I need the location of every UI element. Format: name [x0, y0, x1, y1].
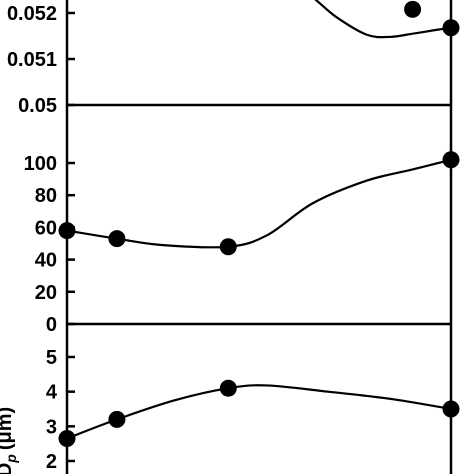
panel-bottom: 5 4 3 2 — [46, 324, 460, 474]
y-axis-title-bottom-panel: Dp (μm) — [0, 407, 19, 474]
y-tick-label: 0 — [46, 314, 57, 336]
series-line-middle — [66, 158, 452, 249]
data-point — [404, 0, 422, 18]
chart-panels: 0.052 0.051 0.05 100 80 60 40 20 0 5 4 3 2 — [7, 0, 460, 474]
y-tick-label: 2 — [46, 451, 57, 473]
y-axis-title-unit: (μm) — [0, 407, 16, 450]
y-tick-label: 3 — [46, 416, 57, 438]
y-axis-title-main: D — [0, 463, 16, 474]
y-tick-label: 0.052 — [7, 3, 57, 25]
data-point — [442, 400, 460, 418]
y-axis-title-subscript: p — [3, 454, 19, 464]
panel-top: 0.052 0.051 0.05 — [7, 0, 460, 117]
panel-middle: 100 80 60 40 20 0 — [24, 105, 460, 336]
y-tick-label: 20 — [35, 282, 57, 304]
y-tick-label: 100 — [24, 153, 57, 175]
y-axis-title: Dp (μm) — [0, 407, 19, 474]
series-line-top — [314, 0, 452, 39]
data-point — [108, 230, 126, 248]
data-point — [442, 19, 460, 37]
y-tick-label: 80 — [35, 185, 57, 207]
y-tick-label: 60 — [35, 217, 57, 239]
data-point — [58, 222, 76, 240]
data-point — [219, 238, 237, 256]
y-tick-label: 0.051 — [7, 49, 57, 71]
series-line-bottom — [66, 384, 452, 440]
data-point — [219, 379, 237, 397]
data-point — [442, 151, 460, 169]
y-tick-label: 5 — [46, 347, 57, 369]
data-point — [108, 410, 126, 428]
data-point — [58, 429, 76, 447]
y-tick-label: 0.05 — [18, 95, 57, 117]
y-tick-label: 4 — [46, 382, 58, 404]
y-tick-label: 40 — [35, 250, 57, 272]
